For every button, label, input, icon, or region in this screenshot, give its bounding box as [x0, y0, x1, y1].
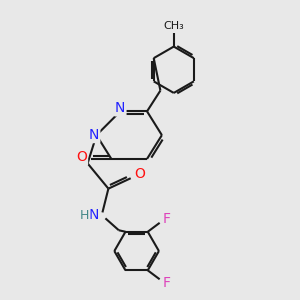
- Text: H: H: [80, 209, 89, 222]
- Text: N: N: [88, 208, 99, 222]
- Text: F: F: [163, 212, 171, 226]
- Text: O: O: [76, 150, 87, 164]
- Text: CH₃: CH₃: [164, 21, 184, 31]
- Text: N: N: [89, 128, 99, 142]
- Text: F: F: [163, 276, 171, 290]
- Text: O: O: [134, 167, 145, 181]
- Text: N: N: [115, 101, 125, 116]
